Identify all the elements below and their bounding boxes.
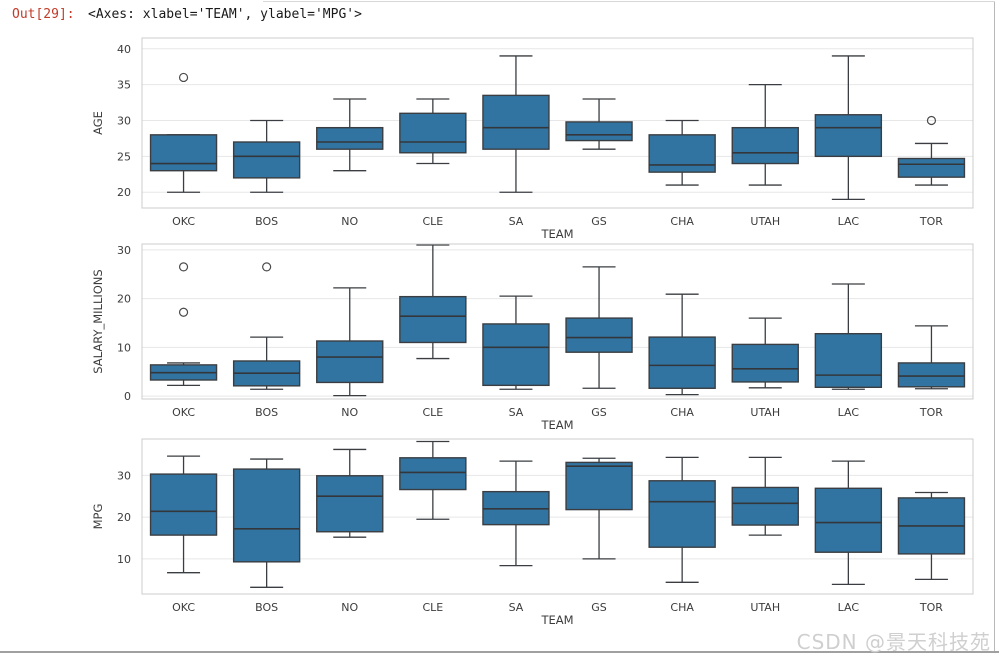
box-cha [648, 134, 716, 173]
box-gs [565, 317, 633, 353]
ytick-label: 30 [117, 244, 131, 257]
xtick-label-sa: SA [509, 601, 524, 614]
box-sa [482, 323, 550, 387]
axes-border [141, 37, 974, 209]
csdn-watermark: CSDN @景天科技苑 [796, 630, 991, 654]
box-tor [897, 157, 966, 178]
xtick-label-utah: UTAH [750, 215, 780, 228]
ytick-label: 0 [124, 390, 131, 403]
xtick-label-no: NO [341, 406, 358, 419]
y-axis-label: MPG [91, 504, 105, 530]
xtick-label-cle: CLE [422, 406, 443, 419]
box-lac [814, 487, 883, 553]
xtick-label-utah: UTAH [750, 601, 780, 614]
ytick-label: 30 [117, 114, 131, 127]
box-lac [814, 332, 883, 389]
box-cle [399, 112, 467, 154]
cell-bottom-divider [0, 651, 999, 653]
xtick-label-okc: OKC [172, 215, 195, 228]
cell-right-divider [994, 2, 995, 652]
ytick-label: 40 [117, 43, 131, 56]
ytick-label: 10 [117, 341, 131, 354]
xtick-label-lac: LAC [838, 406, 860, 419]
xtick-label-gs: GS [591, 601, 607, 614]
xtick-label-bos: BOS [255, 215, 278, 228]
x-axis-label: TEAM [540, 418, 573, 432]
box-utah [731, 126, 799, 165]
box-no [316, 126, 384, 150]
axes-repr-text: <Axes: xlabel='TEAM', ylabel='MPG'> [88, 7, 362, 22]
outlier-point [178, 307, 189, 317]
xtick-label-tor: TOR [919, 406, 943, 419]
outlier-point [178, 262, 189, 272]
box-sa [482, 94, 550, 150]
box-cle [399, 457, 467, 491]
xtick-label-tor: TOR [919, 215, 943, 228]
axes-border [141, 243, 974, 400]
xtick-label-sa: SA [509, 406, 524, 419]
box-lac [814, 114, 883, 158]
xtick-label-no: NO [341, 601, 358, 614]
x-axis-label: TEAM [540, 227, 573, 241]
y-axis-label: AGE [91, 111, 105, 135]
box-no [316, 475, 384, 533]
ytick-label: 20 [117, 186, 131, 199]
xtick-label-gs: GS [591, 406, 607, 419]
xtick-label-cle: CLE [422, 215, 443, 228]
ytick-label: 35 [117, 79, 131, 92]
outlier-point [926, 115, 937, 126]
xtick-label-bos: BOS [255, 601, 278, 614]
box-cha [648, 336, 716, 389]
ytick-label: 30 [117, 469, 131, 482]
box-okc [149, 134, 218, 172]
x-axis-label: TEAM [540, 613, 573, 627]
ytick-label: 20 [117, 511, 131, 524]
box-tor [897, 362, 966, 388]
xtick-label-bos: BOS [255, 406, 278, 419]
box-bos [232, 141, 301, 179]
xtick-label-lac: LAC [838, 215, 860, 228]
ytick-label: 10 [117, 553, 131, 566]
cell-top-divider [263, 1, 995, 2]
xtick-label-okc: OKC [172, 601, 195, 614]
box-no [316, 340, 384, 384]
box-utah [731, 343, 799, 383]
xtick-label-lac: LAC [838, 601, 860, 614]
box-cle [399, 295, 467, 344]
box-bos [232, 468, 301, 563]
box-okc [149, 473, 218, 536]
xtick-label-utah: UTAH [750, 406, 780, 419]
xtick-label-cha: CHA [670, 406, 694, 419]
xtick-label-sa: SA [509, 215, 524, 228]
y-axis-label: SALARY_MILLIONS [91, 269, 105, 373]
box-gs [565, 121, 633, 142]
xtick-label-no: NO [341, 215, 358, 228]
xtick-label-cha: CHA [670, 601, 694, 614]
box-gs [565, 461, 633, 511]
xtick-label-cle: CLE [422, 601, 443, 614]
box-utah [731, 486, 799, 526]
outlier-point [262, 262, 272, 272]
xtick-label-tor: TOR [919, 601, 943, 614]
xtick-label-cha: CHA [670, 215, 694, 228]
out-prompt: Out[29]: [12, 7, 75, 22]
box-cha [648, 480, 716, 548]
outlier-point [178, 72, 189, 83]
ytick-label: 25 [117, 150, 131, 163]
axes-border [141, 438, 974, 595]
ytick-label: 20 [117, 293, 131, 306]
xtick-label-gs: GS [591, 215, 607, 228]
xtick-label-okc: OKC [172, 406, 195, 419]
